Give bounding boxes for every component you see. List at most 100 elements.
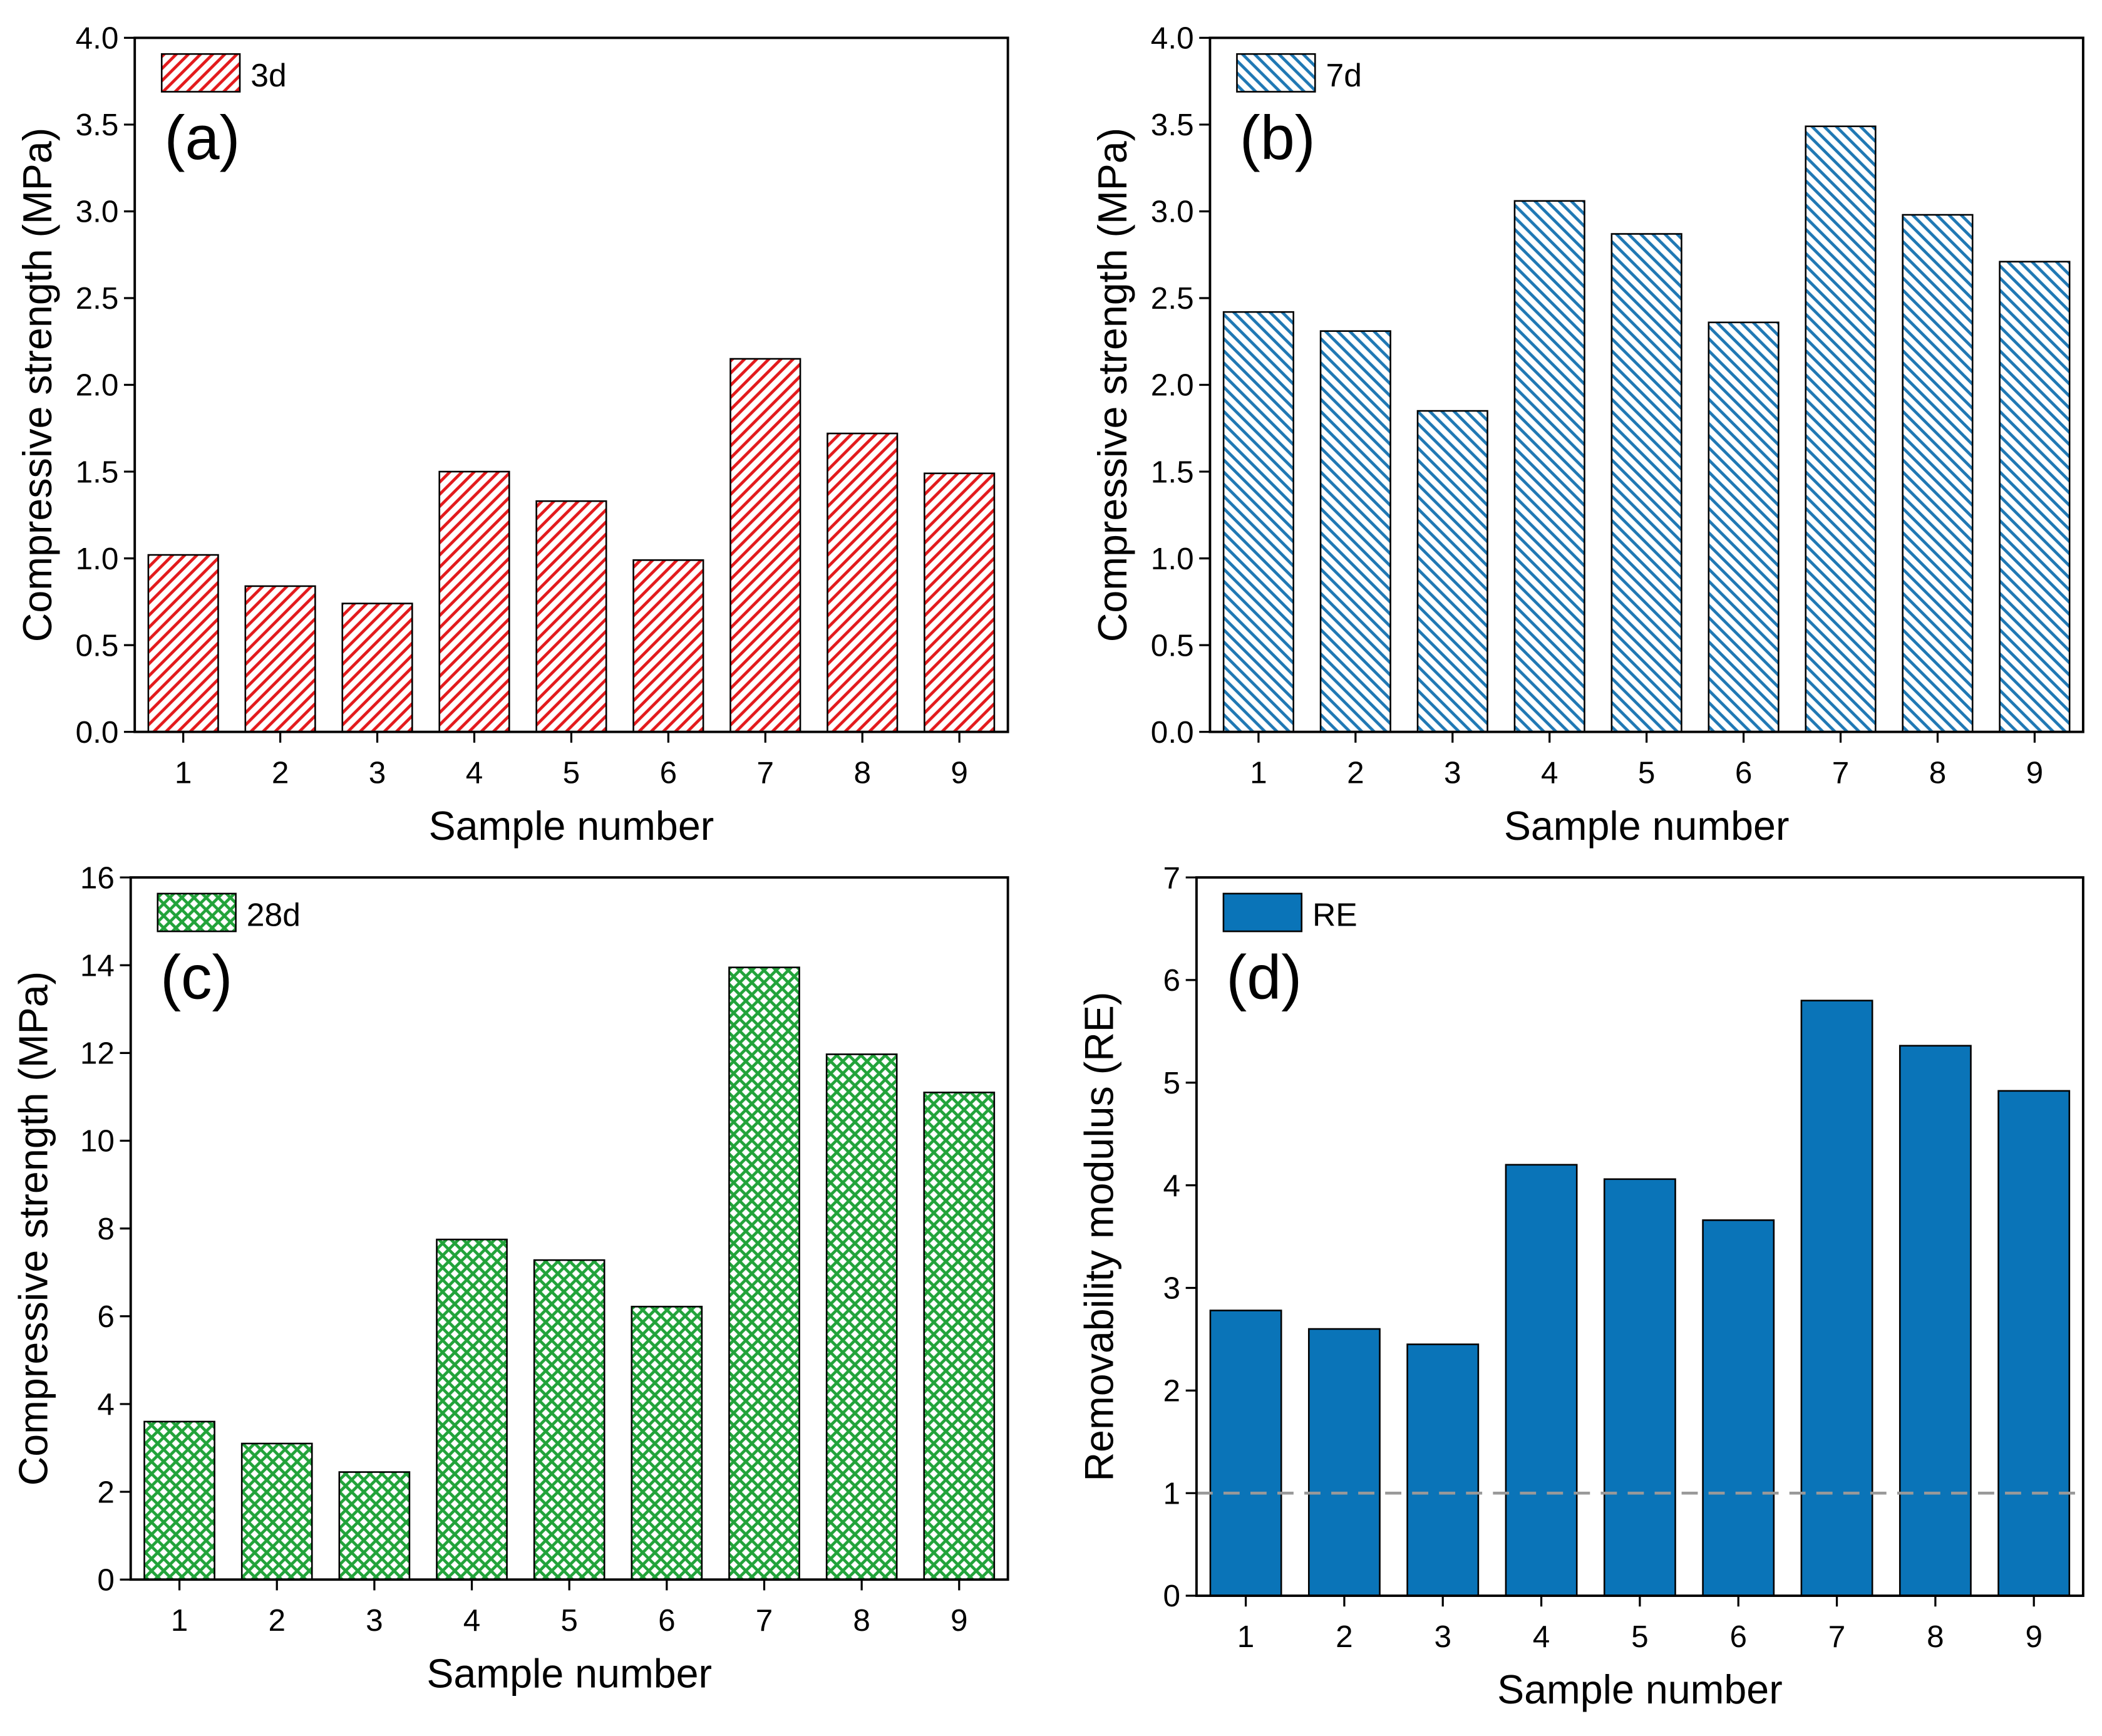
x-tick-label: 9 [2025, 1620, 2043, 1654]
x-tick-label: 8 [1929, 755, 1947, 790]
bar [924, 472, 996, 733]
bar [338, 1471, 411, 1581]
y-tick-label: 3.0 [1151, 195, 1194, 229]
bar [1800, 1000, 1873, 1597]
y-tick-label: 2 [1163, 1374, 1181, 1408]
y-tick-label: 6 [97, 1299, 115, 1334]
x-axis-label: Sample number [426, 1651, 712, 1696]
bar [533, 1259, 605, 1581]
bar [1416, 410, 1488, 733]
x-tick-label: 8 [853, 755, 871, 790]
y-tick-label: 0.5 [76, 628, 119, 663]
x-tick-label: 6 [658, 1603, 676, 1638]
x-tick-label: 6 [1735, 755, 1753, 790]
x-axis-label: Sample number [1504, 803, 1790, 849]
x-tick-label: 4 [1541, 755, 1558, 790]
y-tick-label: 16 [80, 860, 115, 895]
y-tick-label: 14 [80, 948, 115, 983]
x-tick-label: 1 [171, 1603, 188, 1638]
y-tick-label: 4.0 [1151, 21, 1194, 56]
y-tick-label: 12 [80, 1036, 115, 1071]
bar [1513, 200, 1585, 733]
y-tick-label: 0.0 [76, 715, 119, 750]
y-tick-label: 0 [1163, 1579, 1181, 1613]
y-tick-label: 4 [97, 1387, 115, 1422]
x-tick-label: 5 [563, 755, 580, 790]
x-tick-label: 5 [1638, 755, 1656, 790]
y-tick-label: 1 [1163, 1476, 1181, 1511]
bar [1209, 1310, 1282, 1597]
x-tick-label: 2 [272, 755, 289, 790]
y-tick-label: 2.5 [1151, 281, 1194, 316]
bar [827, 432, 899, 733]
y-tick-label: 0.5 [1151, 628, 1194, 663]
y-tick-label: 3.0 [76, 195, 119, 229]
x-tick-label: 6 [1729, 1620, 1747, 1654]
x-tick-label: 7 [756, 1603, 773, 1638]
y-tick-label: 8 [97, 1212, 115, 1246]
bar [1603, 1178, 1676, 1597]
bar [1702, 1219, 1775, 1597]
x-tick-label: 2 [268, 1603, 286, 1638]
panel-annotation: (c) [160, 943, 232, 1012]
bar [1898, 1045, 1972, 1597]
y-tick-label: 3.5 [76, 108, 119, 142]
x-tick-label: 5 [1631, 1620, 1649, 1654]
bar [1805, 125, 1877, 733]
bar [1997, 1090, 2071, 1597]
x-axis-label: Sample number [1497, 1667, 1783, 1712]
legend-swatch [1222, 892, 1303, 933]
x-tick-label: 9 [951, 1603, 968, 1638]
x-tick-label: 7 [1832, 755, 1850, 790]
chart-panel: 3d 0.0 0.5 1.0 1.5 2.0 2.5 3.0 3.5 4.0 1 2 3 4 5 6 7 8 9 (a… [15, 21, 1009, 849]
y-tick-label: 2 [97, 1475, 115, 1509]
bar [632, 559, 704, 733]
x-tick-label: 7 [1828, 1620, 1846, 1654]
x-tick-label: 3 [1444, 755, 1461, 790]
bar [341, 602, 413, 733]
bar [1319, 330, 1391, 733]
x-tick-label: 4 [466, 755, 483, 790]
bar [1610, 233, 1682, 733]
bar [923, 1092, 996, 1581]
bar [825, 1053, 898, 1581]
y-axis-label: Compressive strength (MPa) [15, 128, 60, 642]
bar [535, 500, 607, 733]
legend-label: 7d [1326, 57, 1361, 93]
legend-swatch [157, 892, 237, 933]
bar [1307, 1328, 1381, 1597]
legend-swatch [160, 53, 241, 93]
legend-label: 28d [247, 897, 301, 933]
bar [147, 554, 219, 733]
y-tick-label: 2.5 [76, 281, 119, 316]
y-tick-label: 6 [1163, 963, 1181, 998]
x-tick-label: 8 [1927, 1620, 1944, 1654]
bar [1406, 1343, 1480, 1597]
x-tick-label: 9 [951, 755, 968, 790]
y-tick-label: 3.5 [1151, 108, 1194, 142]
x-tick-label: 7 [757, 755, 775, 790]
y-tick-label: 1.5 [1151, 455, 1194, 489]
plot-frame [129, 876, 1009, 1581]
chart-panel: RE 0 1 2 3 4 5 6 7 1 2 3 4 5 6 7 8 9 (d) Sample number Remov… [1076, 860, 2084, 1712]
x-tick-label: 4 [1533, 1620, 1550, 1654]
x-tick-label: 8 [853, 1603, 870, 1638]
y-tick-label: 1.5 [76, 455, 119, 489]
bar [438, 470, 510, 733]
x-tick-label: 3 [1434, 1620, 1451, 1654]
y-axis-label: Compressive strength (MPa) [1090, 128, 1135, 642]
y-tick-label: 2.0 [76, 368, 119, 403]
chart-panel: 7d 0.0 0.5 1.0 1.5 2.0 2.5 3.0 3.5 4.0 1 2 3 4 5 6 7 8 9 (b… [1090, 21, 2084, 849]
plot-frame [1195, 876, 2084, 1597]
y-tick-label: 4 [1163, 1169, 1181, 1203]
bar [244, 585, 316, 733]
x-tick-label: 9 [2026, 755, 2044, 790]
x-tick-label: 2 [1347, 755, 1364, 790]
bar [728, 966, 800, 1581]
y-tick-label: 2.0 [1151, 368, 1194, 403]
bar [436, 1238, 508, 1581]
bar [631, 1306, 703, 1581]
